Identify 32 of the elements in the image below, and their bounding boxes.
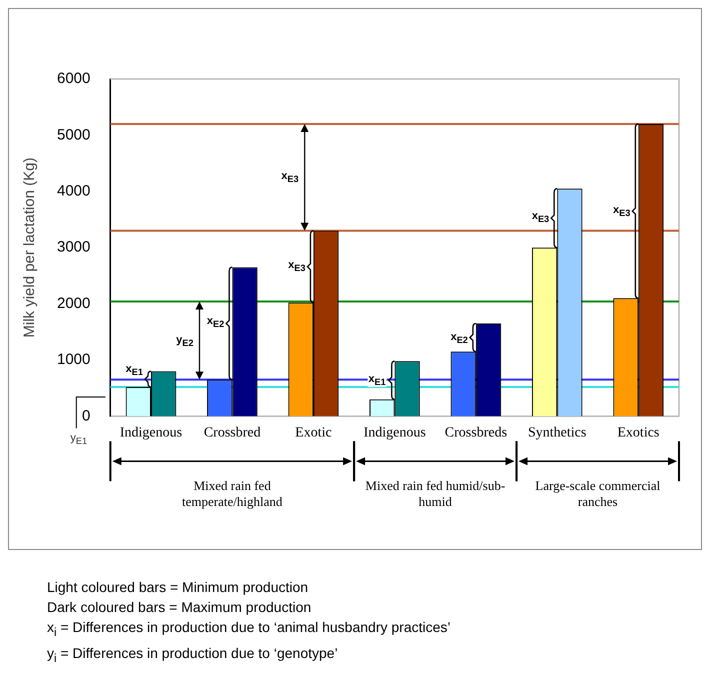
text: Mixed rain fed humid/sub-humid bbox=[364, 478, 506, 510]
annotation: x$_{E3}$ bbox=[288, 258, 306, 273]
y-tick-label: 1000 bbox=[56, 351, 90, 368]
x-tick-label: Indigenous bbox=[120, 425, 182, 440]
text: Mixed rain fed temperate/highland bbox=[181, 478, 284, 510]
text: y$_{i}$ = Differences in production due to ‘genotype’ bbox=[47, 644, 339, 667]
annotation: x$_{E3}$ bbox=[532, 210, 550, 224]
annotation: x$_{E2}$ bbox=[450, 330, 468, 345]
x-tick-label: Synthetics bbox=[528, 425, 586, 440]
y-tick-label: 6000 bbox=[56, 70, 90, 88]
text: Light coloured bars = Minimum production bbox=[47, 578, 310, 597]
annotation: y$_{E2}$ bbox=[176, 334, 194, 348]
annotation: x$_{E1}$ bbox=[126, 363, 143, 378]
text: Large-scale commercial ranches bbox=[534, 478, 662, 510]
y-tick-label: 3000 bbox=[56, 238, 90, 256]
annotation: x$_{E3}$ bbox=[281, 170, 299, 184]
x-tick-label: Exotics bbox=[617, 425, 660, 440]
x-tick-label: Exotic bbox=[295, 425, 332, 440]
text: y$_{E1}$ bbox=[70, 432, 88, 446]
y-axis-title: Milk yield per lactation (Kg) bbox=[21, 158, 38, 338]
annotation: x$_{E3}$ bbox=[613, 204, 630, 218]
x-tick-label: Indigenous bbox=[364, 425, 426, 440]
text: Dark coloured bars = Maximum production bbox=[47, 598, 312, 617]
annotation: x$_{E1}$ bbox=[367, 373, 387, 388]
y-tick-label: 2000 bbox=[56, 294, 90, 312]
x-tick-label: Crossbred bbox=[204, 425, 261, 440]
text: x$_{i}$ = Differences in production due to ‘animal husbandry practices’ bbox=[47, 618, 452, 641]
y-tick-label: 0 bbox=[82, 407, 90, 424]
x-tick-label: Crossbreds bbox=[444, 425, 508, 440]
y-tick-label: 4000 bbox=[56, 182, 90, 200]
annotation: x$_{E2}$ bbox=[206, 315, 224, 330]
y-tick-label: 5000 bbox=[56, 126, 90, 144]
